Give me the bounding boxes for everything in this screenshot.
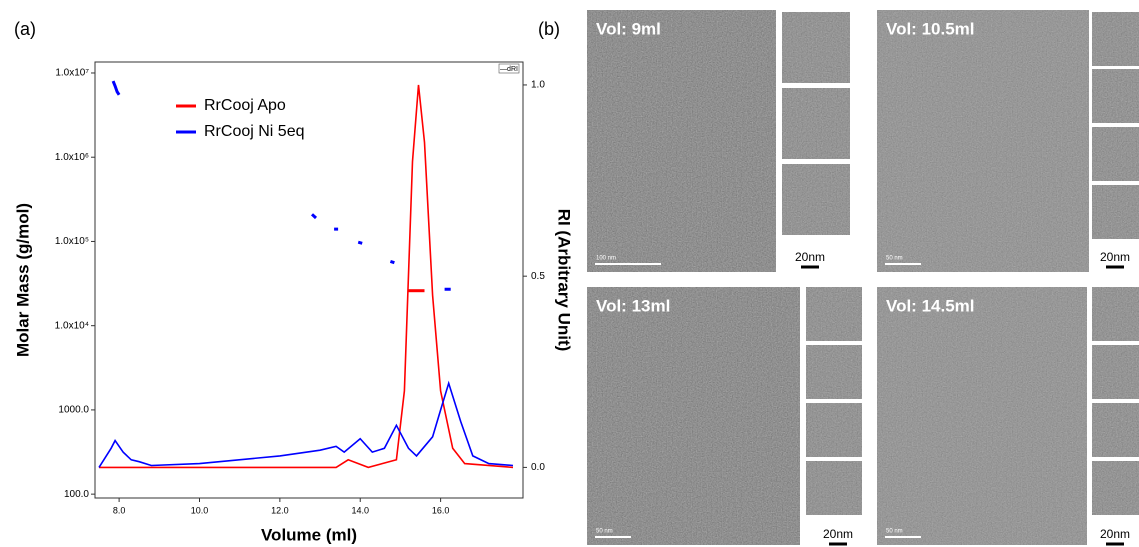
y-tick-label: 100.0 xyxy=(64,489,89,500)
image-label: Vol: 10.5ml xyxy=(886,19,975,38)
x-tick-label: 12.0 xyxy=(271,505,289,515)
thumbnail xyxy=(1092,403,1139,457)
y-tick-label: 1000.0 xyxy=(58,405,89,416)
thumbnail xyxy=(1092,127,1139,181)
y-tick-label: 1.0x10⁷ xyxy=(55,68,89,79)
thumbnail xyxy=(806,403,862,457)
y-tick-label: 1.0x10⁴ xyxy=(55,320,89,331)
image-label: Vol: 14.5ml xyxy=(886,296,975,315)
panel-label: (a) xyxy=(14,19,36,39)
thumbnail xyxy=(782,164,850,235)
panel-label: (b) xyxy=(538,19,560,39)
thumbnail xyxy=(782,12,850,83)
data-line xyxy=(98,380,514,468)
thumbnail xyxy=(1092,185,1139,239)
legend-label: RrCooj Apo xyxy=(204,97,286,114)
thumb-scale-label: 20nm xyxy=(823,527,853,541)
detector-label: —dRI xyxy=(500,66,518,73)
thumbnail xyxy=(806,345,862,399)
thumbnail xyxy=(806,461,862,515)
y2-tick-label: 0.5 xyxy=(531,271,545,282)
micrograph xyxy=(877,10,1089,272)
thumbnail xyxy=(1092,12,1139,66)
scale-bar-label: 50 nm xyxy=(596,529,613,535)
data-line xyxy=(111,80,451,291)
y2-axis-title: RI (Arbitrary Unit) xyxy=(555,209,574,352)
detector-box xyxy=(498,63,520,74)
micrograph xyxy=(877,287,1087,545)
thumbnail xyxy=(1092,461,1139,515)
thumbnail xyxy=(1092,69,1139,123)
thumbnail xyxy=(782,88,850,159)
plot-frame xyxy=(94,61,524,499)
thumbnail xyxy=(806,287,862,341)
thumb-scale-label: 20nm xyxy=(795,250,825,264)
scale-bar-label: 100 nm xyxy=(596,256,616,262)
x-tick-label: 10.0 xyxy=(191,505,209,515)
x-tick-label: 16.0 xyxy=(432,505,450,515)
y2-tick-label: 0.0 xyxy=(531,462,545,473)
scale-bar-label: 50 nm xyxy=(886,256,903,262)
thumb-scale-label: 20nm xyxy=(1100,250,1130,264)
image-label: Vol: 13ml xyxy=(596,296,670,315)
scale-bar-label: 50 nm xyxy=(886,529,903,535)
y-axis-title: Molar Mass (g/mol) xyxy=(13,203,32,357)
x-tick-label: 8.0 xyxy=(113,505,126,515)
panel-b: Vol: 9ml 100 nm 20nm Vol: 10.5ml 50 nm 20nm Vo… xyxy=(587,10,1139,546)
y-tick-label: 1.0x10⁵ xyxy=(55,236,89,247)
x-tick-label: 14.0 xyxy=(351,505,369,515)
image-label: Vol: 9ml xyxy=(596,19,661,38)
thumb-scale-label: 20nm xyxy=(1100,527,1130,541)
thumbnail xyxy=(1092,287,1139,341)
y-tick-label: 1.0x10⁶ xyxy=(55,152,89,163)
micrograph xyxy=(587,287,800,545)
y2-tick-label: 1.0 xyxy=(531,80,545,91)
thumbnail xyxy=(1092,345,1139,399)
x-axis-title: Volume (ml) xyxy=(261,525,357,544)
legend-label: RrCooj Ni 5eq xyxy=(204,123,304,140)
micrograph xyxy=(587,10,776,272)
data-line xyxy=(99,84,514,469)
